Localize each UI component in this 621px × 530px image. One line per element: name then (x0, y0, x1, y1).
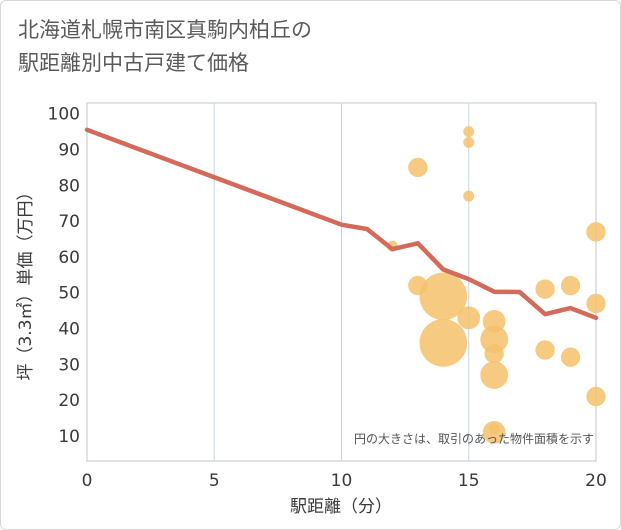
bubbles-layer (386, 126, 606, 444)
bubble-point (463, 136, 475, 148)
y-tick-label: 40 (58, 320, 80, 340)
x-tick-label: 0 (82, 471, 93, 491)
bubble-point (482, 309, 506, 333)
y-tick-label: 70 (58, 212, 80, 232)
y-axis-label: 坪（3.3㎡）単価（万円） (16, 183, 36, 380)
bubble-point (480, 361, 509, 389)
bubble-point (408, 157, 428, 178)
bubble-point (484, 343, 504, 364)
chart-title: 北海道札幌市南区真駒内柏丘の 駅距離別中古戸建て価格 (18, 14, 608, 80)
y-tick-label: 80 (58, 176, 80, 196)
y-tick-label: 10 (58, 427, 80, 447)
bubble-point (419, 272, 468, 321)
y-tick-label: 60 (58, 248, 80, 268)
bubble-point (586, 293, 606, 314)
chart-title-line1: 北海道札幌市南区真駒内柏丘の (18, 18, 312, 42)
bubble-point (408, 275, 428, 296)
y-tick-label: 20 (58, 391, 80, 411)
trend-layer (84, 127, 599, 321)
bubble-point (463, 126, 475, 138)
trend-line (84, 127, 599, 321)
size-note: 円の大きさは、取引のあった物件面積を示す (354, 431, 594, 446)
y-tick-label: 30 (58, 355, 80, 375)
y-axis-ticks: 10 20 30 40 50 60 70 80 90 100 (48, 105, 80, 447)
bubble-point (586, 386, 606, 407)
bubble-point (535, 340, 555, 360)
x-axis-ticks: 0 5 10 15 20 (82, 471, 607, 491)
grid-lines (213, 103, 470, 461)
x-tick-label: 20 (585, 471, 607, 491)
bubble-point (419, 319, 468, 367)
bubble-point (480, 325, 509, 354)
bubble-point (535, 279, 555, 299)
chart-title-line2: 駅距離別中古戸建て価格 (18, 51, 249, 75)
bubble-point (586, 222, 606, 242)
bubble-point (488, 423, 500, 435)
bubble-point (560, 347, 581, 367)
bubble-point (463, 190, 475, 202)
bubble-point (560, 275, 581, 296)
y-tick-label: 90 (58, 141, 80, 161)
x-axis-label: 駅距離（分） (290, 497, 392, 517)
bubble-point (457, 306, 481, 330)
x-tick-label: 10 (331, 471, 353, 491)
x-tick-label: 5 (209, 471, 220, 491)
x-tick-label: 15 (458, 471, 480, 491)
y-tick-label: 100 (48, 105, 80, 125)
y-tick-label: 50 (58, 284, 80, 304)
